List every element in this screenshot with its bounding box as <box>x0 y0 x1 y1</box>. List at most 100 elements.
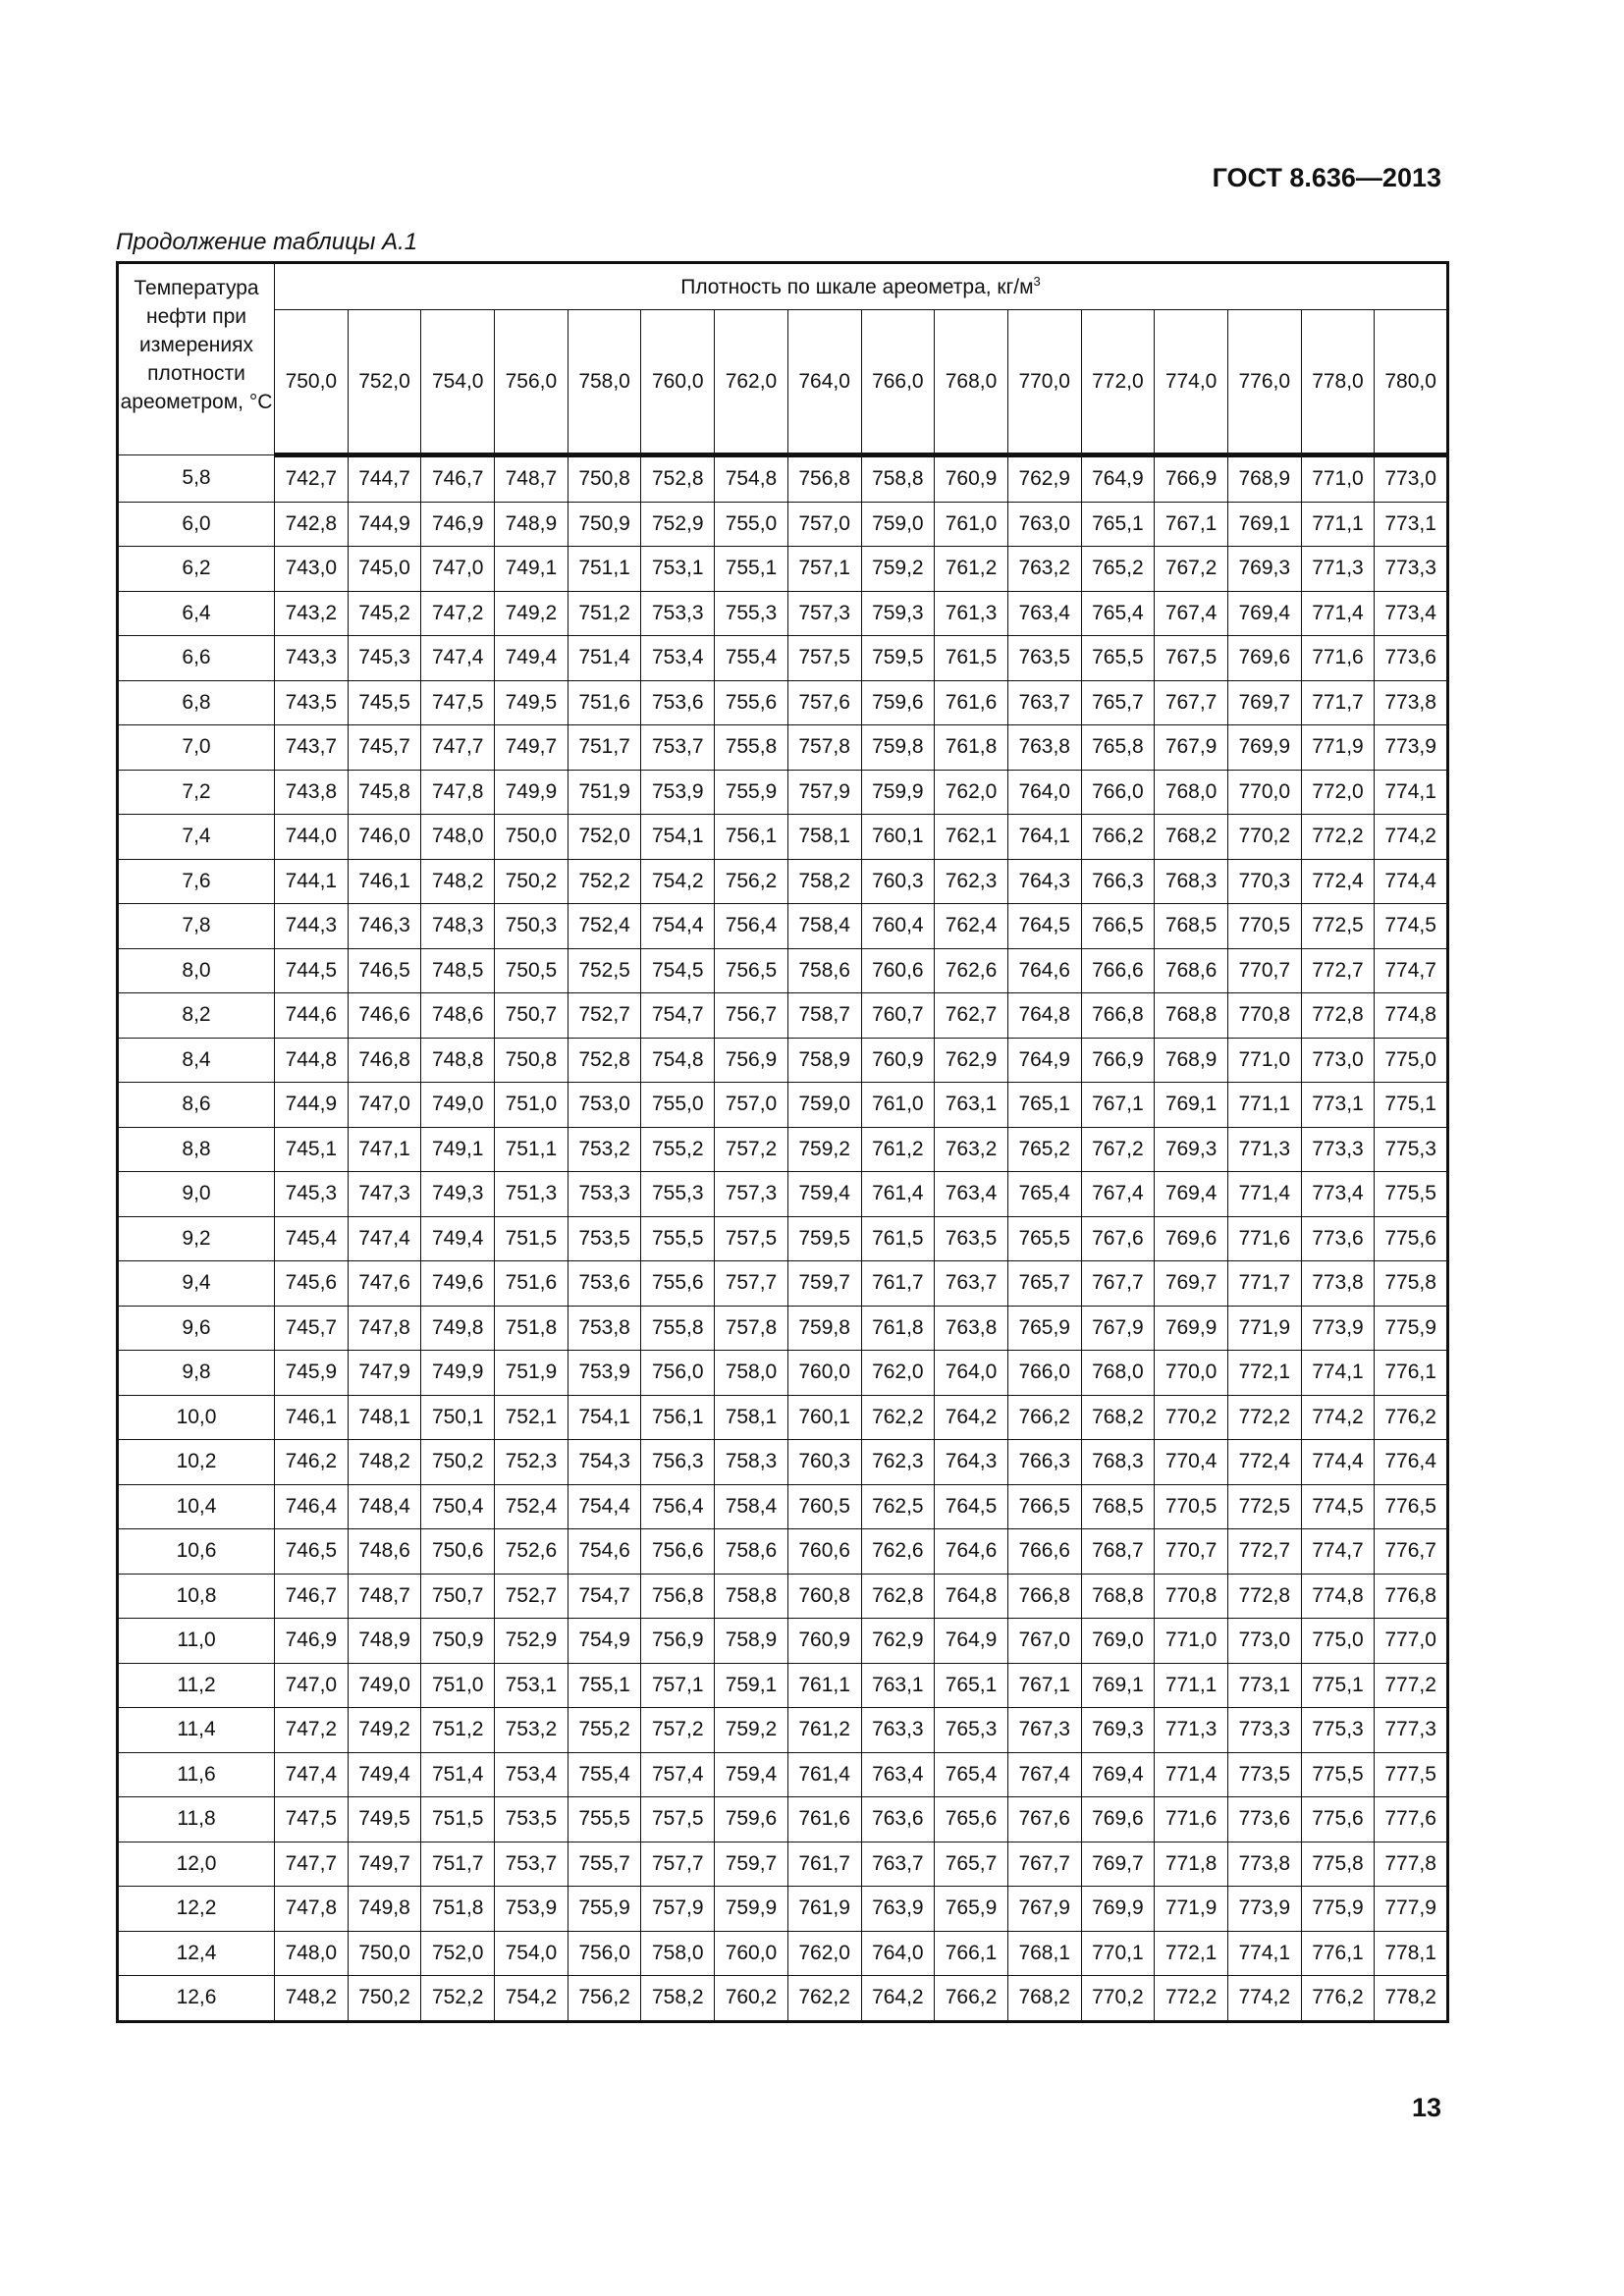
density-cell: 762,0 <box>934 769 1008 815</box>
temperature-cell: 6,8 <box>117 679 275 725</box>
density-cell: 762,3 <box>860 1439 936 1485</box>
density-cell: 744,9 <box>347 501 422 547</box>
density-cell: 757,3 <box>714 1171 788 1217</box>
density-cell: 758,2 <box>786 858 862 904</box>
column-header: 778,0 <box>1300 309 1376 457</box>
density-cell: 773,8 <box>1226 1841 1302 1887</box>
density-cell: 773,3 <box>1226 1707 1302 1753</box>
density-cell: 755,4 <box>567 1751 642 1797</box>
temperature-cell: 8,0 <box>117 947 275 993</box>
density-cell: 771,1 <box>1154 1662 1228 1708</box>
density-cell: 742,8 <box>274 501 349 547</box>
density-cell: 745,5 <box>347 679 422 725</box>
column-header: 780,0 <box>1374 309 1448 457</box>
density-cell: 744,7 <box>347 454 422 503</box>
column-header: 770,0 <box>1006 309 1082 457</box>
density-cell: 765,9 <box>934 1886 1008 1932</box>
density-cell: 758,1 <box>714 1394 788 1440</box>
density-cell: 763,6 <box>860 1796 936 1842</box>
density-cell: 772,8 <box>1300 992 1376 1039</box>
density-cell: 750,6 <box>420 1528 496 1575</box>
density-cell: 772,1 <box>1226 1350 1302 1396</box>
density-cell: 771,3 <box>1300 546 1376 592</box>
density-cell: 751,1 <box>567 546 642 592</box>
temperature-cell: 8,4 <box>117 1037 275 1083</box>
density-cell: 745,0 <box>347 546 422 592</box>
density-cell: 765,4 <box>1080 590 1156 636</box>
density-cell: 758,6 <box>786 947 862 993</box>
temperature-cell: 10,6 <box>117 1528 275 1575</box>
density-cell: 750,3 <box>494 903 568 949</box>
density-cell: 754,4 <box>567 1483 642 1529</box>
table-row: 6,4 743,2 745,2 747,2 749,2 751,2 753,3 755,3 75… <box>117 590 1448 636</box>
density-cell: 754,6 <box>567 1528 642 1575</box>
density-cell: 770,3 <box>1226 858 1302 904</box>
density-cell: 766,6 <box>1080 947 1156 993</box>
density-cell: 760,0 <box>714 1930 788 1976</box>
density-cell: 766,6 <box>1006 1528 1082 1575</box>
density-cell: 746,1 <box>347 858 422 904</box>
density-cell: 747,9 <box>347 1350 422 1396</box>
density-cell: 754,8 <box>640 1037 716 1083</box>
density-cell: 751,5 <box>494 1215 568 1261</box>
unit-superscript: 3 <box>1033 274 1041 289</box>
density-cell: 775,0 <box>1374 1037 1448 1083</box>
table-row: 10,6 746,5 748,6 750,6 752,6 754,6 756,6 758,6 7… <box>117 1528 1448 1575</box>
density-cell: 771,6 <box>1154 1796 1228 1842</box>
density-cell: 765,8 <box>1080 724 1156 771</box>
table-row: 8,6 744,9 747,0 749,0 751,0 753,0 755,0 757,0 75… <box>117 1082 1448 1128</box>
density-cell: 777,5 <box>1374 1751 1448 1797</box>
density-cell: 758,4 <box>714 1483 788 1529</box>
density-cell: 751,8 <box>494 1305 568 1351</box>
density-cell: 745,7 <box>274 1305 349 1351</box>
density-cell: 754,9 <box>567 1618 642 1664</box>
density-cell: 773,0 <box>1374 454 1448 503</box>
table-caption: Продолжение таблицы А.1 <box>116 229 418 255</box>
density-cell: 762,1 <box>934 814 1008 860</box>
density-cell: 760,3 <box>786 1439 862 1485</box>
density-cell: 747,3 <box>347 1171 422 1217</box>
density-cell: 747,5 <box>274 1796 349 1842</box>
density-cell: 775,8 <box>1300 1841 1376 1887</box>
density-cell: 755,7 <box>567 1841 642 1887</box>
density-cell: 764,0 <box>934 1350 1008 1396</box>
density-cell: 757,8 <box>786 724 862 771</box>
density-cell: 764,3 <box>1006 858 1082 904</box>
density-cell: 746,5 <box>347 947 422 993</box>
density-cell: 749,2 <box>494 590 568 636</box>
column-header: 758,0 <box>567 309 642 457</box>
density-cell: 767,9 <box>1154 724 1228 771</box>
density-cell: 749,4 <box>347 1751 422 1797</box>
density-cell: 761,3 <box>934 590 1008 636</box>
density-cell: 772,4 <box>1300 858 1376 904</box>
density-cell: 762,0 <box>860 1350 936 1396</box>
temperature-cell: 9,6 <box>117 1305 275 1351</box>
density-cell: 747,2 <box>274 1707 349 1753</box>
density-cell: 765,4 <box>934 1751 1008 1797</box>
density-cell: 769,9 <box>1226 724 1302 771</box>
density-cell: 750,7 <box>494 992 568 1039</box>
density-cell: 759,6 <box>860 679 936 725</box>
density-cell: 752,8 <box>640 454 716 503</box>
density-cell: 761,5 <box>934 635 1008 681</box>
temperature-cell: 7,2 <box>117 769 275 815</box>
density-cell: 749,5 <box>494 679 568 725</box>
density-cell: 752,2 <box>567 858 642 904</box>
density-cell: 774,2 <box>1374 814 1448 860</box>
table-row: 8,2 744,6 746,6 748,6 750,7 752,7 754,7 756,7 75… <box>117 992 1448 1039</box>
density-cell: 745,3 <box>347 635 422 681</box>
density-cell: 755,6 <box>714 679 788 725</box>
density-cell: 768,3 <box>1154 858 1228 904</box>
density-cell: 756,9 <box>714 1037 788 1083</box>
density-cell: 750,4 <box>420 1483 496 1529</box>
density-cell: 764,2 <box>860 1975 936 2022</box>
density-cell: 755,2 <box>640 1126 716 1172</box>
density-cell: 767,4 <box>1006 1751 1082 1797</box>
density-cell: 746,5 <box>274 1528 349 1575</box>
density-cell: 771,6 <box>1300 635 1376 681</box>
density-cell: 748,1 <box>347 1394 422 1440</box>
density-cell: 750,0 <box>494 814 568 860</box>
density-cell: 753,1 <box>640 546 716 592</box>
density-cell: 753,9 <box>567 1350 642 1396</box>
density-cell: 758,1 <box>786 814 862 860</box>
